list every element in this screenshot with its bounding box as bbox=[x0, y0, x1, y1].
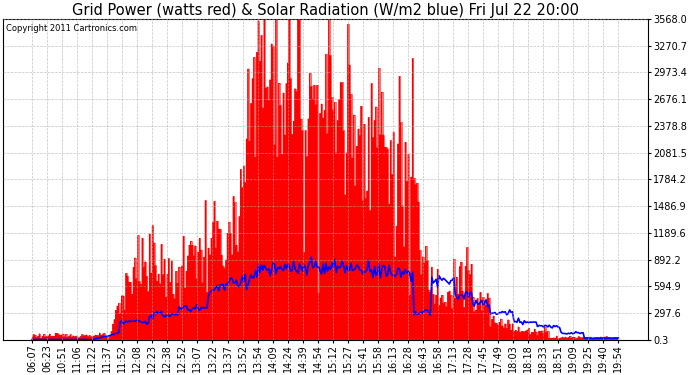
Text: Copyright 2011 Cartronics.com: Copyright 2011 Cartronics.com bbox=[6, 24, 137, 33]
Title: Grid Power (watts red) & Solar Radiation (W/m2 blue) Fri Jul 22 20:00: Grid Power (watts red) & Solar Radiation… bbox=[72, 3, 579, 18]
